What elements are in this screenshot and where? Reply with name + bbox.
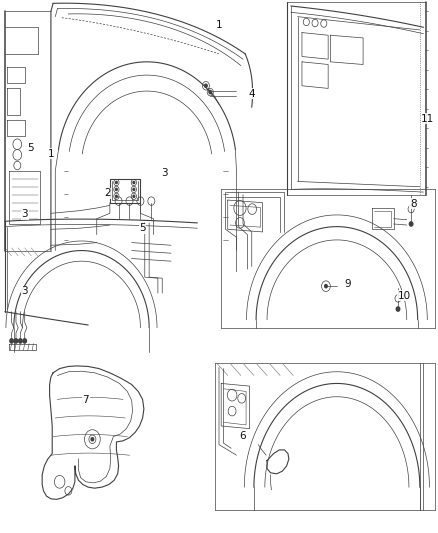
Text: 10: 10 (398, 290, 411, 301)
Circle shape (14, 339, 18, 343)
Circle shape (116, 195, 117, 197)
Text: 1: 1 (48, 149, 54, 159)
Circle shape (133, 188, 135, 190)
Circle shape (410, 222, 413, 226)
Text: 2: 2 (104, 188, 111, 198)
Circle shape (133, 195, 135, 197)
Text: 11: 11 (421, 114, 434, 124)
Text: 8: 8 (410, 199, 417, 209)
Circle shape (10, 339, 13, 343)
Text: 3: 3 (161, 168, 168, 179)
Text: 4: 4 (248, 88, 255, 99)
Text: 3: 3 (21, 286, 28, 296)
Circle shape (23, 339, 26, 343)
Circle shape (205, 84, 207, 87)
Circle shape (116, 181, 117, 183)
Text: 3: 3 (21, 209, 28, 220)
Circle shape (91, 438, 94, 441)
Text: 1: 1 (215, 20, 223, 30)
Circle shape (325, 285, 327, 288)
Text: 5: 5 (139, 223, 146, 233)
Circle shape (396, 307, 400, 311)
Text: 5: 5 (27, 143, 34, 154)
Text: 7: 7 (82, 395, 89, 406)
Circle shape (209, 91, 212, 94)
Text: 9: 9 (345, 279, 351, 288)
Circle shape (116, 188, 117, 190)
Circle shape (133, 181, 135, 183)
Text: 6: 6 (240, 431, 246, 441)
Circle shape (18, 339, 22, 343)
